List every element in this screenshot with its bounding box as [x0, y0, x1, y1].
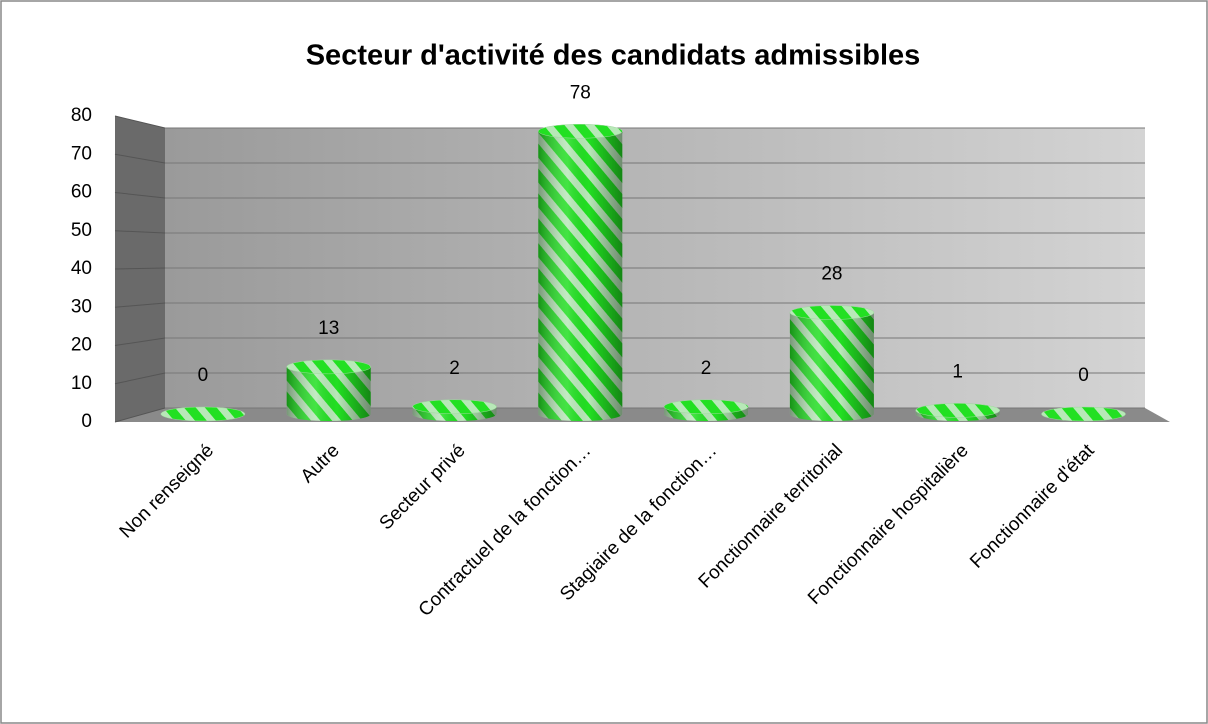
bar-top [160, 406, 246, 422]
bar-shade [789, 312, 874, 422]
bar-top [1041, 406, 1126, 422]
grid-line [114, 407, 166, 423]
y-tick-label: 50 [71, 220, 92, 241]
data-label: 2 [701, 358, 712, 379]
grid-line [114, 230, 166, 234]
grid-line [114, 302, 166, 308]
y-tick-label: 0 [81, 411, 92, 432]
grid-line [114, 153, 166, 164]
bar-top [412, 399, 497, 414]
grid-line [114, 115, 166, 129]
grid-line [114, 267, 166, 270]
y-tick-label: 20 [71, 335, 92, 356]
y-tick-label: 60 [71, 182, 92, 203]
data-label: 0 [1078, 365, 1089, 386]
data-label: 1 [952, 361, 963, 382]
bar-shade [538, 131, 623, 422]
grid-line [114, 337, 166, 346]
bar-top [538, 124, 623, 139]
data-label: 2 [449, 358, 460, 379]
bar-top [915, 403, 1000, 418]
data-label: 28 [821, 264, 842, 285]
y-tick-label: 30 [71, 296, 92, 317]
data-label: 78 [570, 82, 591, 103]
bar-top [789, 305, 875, 320]
bar-top [286, 359, 371, 375]
floor [115, 408, 1170, 422]
bar-top [663, 399, 749, 414]
y-tick-label: 70 [71, 143, 92, 164]
bar-shade [286, 366, 371, 422]
data-label: 0 [198, 365, 209, 386]
chart-title: Secteur d'activité des candidats admissi… [306, 40, 921, 72]
data-label: 13 [318, 318, 339, 339]
y-tick-label: 80 [71, 105, 92, 126]
y-tick-label: 40 [71, 258, 92, 279]
grid-line [114, 192, 166, 199]
grid-line [114, 372, 166, 385]
y-tick-label: 10 [71, 373, 92, 394]
